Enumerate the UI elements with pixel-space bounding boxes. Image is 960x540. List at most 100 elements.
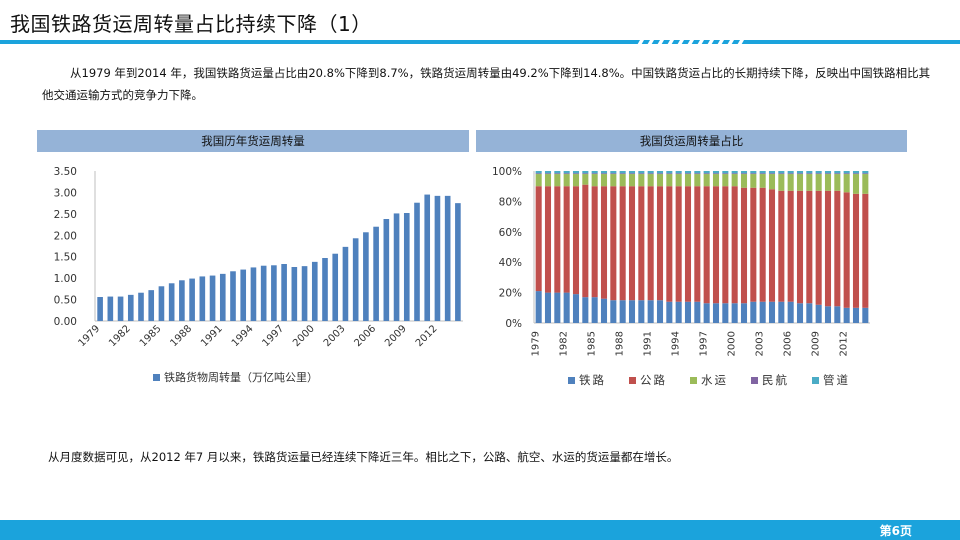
bar-segment-民航-2000 (731, 173, 738, 175)
bar-1981 (117, 296, 124, 321)
bar-segment-民航-2013 (852, 173, 860, 175)
bar-segment-铁路-2009 (815, 304, 822, 323)
x-tick-label: 2003 (755, 331, 766, 356)
y-tick-label: 2.00 (54, 230, 77, 242)
bar-segment-铁路-1991 (647, 300, 654, 323)
bar-segment-管道-2007 (796, 171, 804, 174)
bar-segment-水运-1986 (600, 174, 608, 187)
bar-segment-水运-2007 (796, 174, 804, 191)
bar-2000 (311, 261, 318, 321)
bar-segment-民航-2002 (750, 173, 757, 175)
bar-segment-铁路-1981 (554, 292, 561, 323)
bar-segment-管道-2014 (862, 171, 869, 174)
bar-2014 (455, 203, 461, 321)
footer-bar: 第6页 (0, 520, 960, 540)
bar-segment-水运-2013 (852, 174, 860, 194)
bar-segment-铁路-1993 (666, 301, 673, 323)
bar-segment-水运-2001 (740, 174, 748, 188)
bar-1999 (301, 266, 308, 321)
bar-2012 (434, 195, 441, 321)
bar-segment-水运-1985 (591, 174, 598, 187)
bar-1998 (291, 267, 298, 321)
bar-segment-民航-1989 (628, 173, 636, 175)
bar-segment-铁路-1994 (675, 301, 682, 323)
bar-segment-管道-2008 (806, 171, 813, 174)
bar-segment-公路-2008 (806, 190, 813, 304)
bar-segment-民航-1991 (647, 173, 654, 175)
bar-segment-民航-1998 (712, 173, 720, 175)
title-underline (0, 40, 960, 44)
bar-segment-水运-1993 (666, 174, 673, 187)
bar-segment-管道-1998 (712, 171, 720, 174)
y-tick-label: 80% (499, 196, 522, 208)
x-tick-label: 1982 (107, 323, 133, 349)
bar-segment-水运-1988 (619, 174, 626, 187)
bar-segment-铁路-1983 (572, 294, 580, 323)
bar-1985 (158, 286, 165, 321)
bar-segment-民航-1981 (554, 173, 561, 175)
bar-segment-公路-2014 (862, 193, 869, 308)
bar-segment-水运-2010 (824, 174, 832, 191)
freight-turnover-bar-chart: 0.00 0.50 1.00 1.50 2.00 2.50 3.00 3.50 1979 1982… (54, 166, 463, 384)
bar-segment-管道-1993 (666, 171, 673, 174)
bar-segment-水运-2002 (750, 174, 757, 188)
bar-segment-铁路-2011 (834, 306, 841, 323)
bar-segment-管道-2003 (759, 171, 766, 174)
y-tick-label: 3.00 (54, 187, 77, 199)
bar-segment-民航-2007 (796, 173, 804, 175)
bar-segment-管道-1980 (544, 171, 552, 174)
y-tick-label: 0% (505, 318, 522, 330)
bar-segment-公路-2000 (731, 186, 738, 304)
x-tick-label: 1979 (531, 331, 542, 356)
bar-segment-水运-2012 (843, 174, 850, 193)
bar-segment-铁路-1984 (582, 297, 589, 323)
bar-segment-管道-2010 (824, 171, 832, 174)
bar-segment-水运-2011 (834, 174, 841, 191)
x-tick-label: 1991 (643, 331, 654, 356)
bar-segment-铁路-2002 (750, 301, 757, 323)
bar-segment-民航-2003 (759, 173, 766, 175)
bar-segment-铁路-1985 (591, 297, 598, 323)
bar-segment-公路-1990 (638, 186, 645, 301)
bar-segment-公路-2003 (759, 187, 766, 302)
legend-swatch-2 (690, 377, 697, 384)
bar-segment-管道-1992 (656, 171, 664, 174)
bar-segment-公路-2001 (740, 187, 748, 304)
bar-segment-公路-2002 (750, 187, 757, 302)
bar-segment-民航-1988 (619, 173, 626, 175)
bar-segment-民航-1980 (544, 173, 552, 175)
bar-segment-管道-1996 (694, 171, 701, 174)
bar-segment-铁路-1989 (628, 300, 636, 323)
bar-segment-管道-2006 (787, 171, 794, 174)
bar-segment-公路-2010 (824, 190, 832, 307)
bar-segment-水运-2006 (787, 174, 794, 191)
page-title: 我国铁路货运周转量占比持续下降（1） (10, 12, 372, 36)
bar-segment-铁路-2014 (862, 307, 869, 323)
bar-segment-公路-1981 (554, 186, 561, 293)
bar-segment-管道-1985 (591, 171, 598, 174)
bar-segment-铁路-1990 (638, 300, 645, 323)
monthly-note-paragraph: 从月度数据可见，从2012 年7 月以来，铁路货运量已经连续下降近三年。相比之下… (48, 450, 679, 464)
bar-segment-公路-1986 (600, 186, 608, 299)
x-tick-label: 1985 (138, 323, 164, 349)
bar-segment-民航-2014 (862, 173, 869, 175)
bar-2007 (383, 219, 390, 321)
bar-segment-铁路-1980 (544, 292, 552, 323)
x-tick-label: 1982 (559, 331, 570, 356)
bar-1996 (271, 265, 277, 321)
bar-segment-铁路-2013 (852, 307, 860, 323)
bar-segment-民航-1990 (638, 173, 645, 175)
bar-1993 (240, 269, 247, 321)
x-tick-label: 2000 (291, 323, 317, 349)
bar-segment-民航-1982 (563, 173, 570, 175)
bar-segment-管道-1986 (600, 171, 608, 174)
y-tick-label: 0.00 (54, 316, 77, 328)
bar-segment-铁路-2006 (787, 301, 794, 323)
bar-segment-民航-1997 (703, 173, 710, 175)
bar-1991 (219, 273, 226, 321)
bar-segment-管道-1995 (684, 171, 692, 174)
bar-segment-管道-2013 (852, 171, 860, 174)
bar-segment-管道-2004 (768, 171, 776, 174)
bar-segment-民航-1992 (656, 173, 664, 175)
bar-1983 (138, 292, 144, 321)
